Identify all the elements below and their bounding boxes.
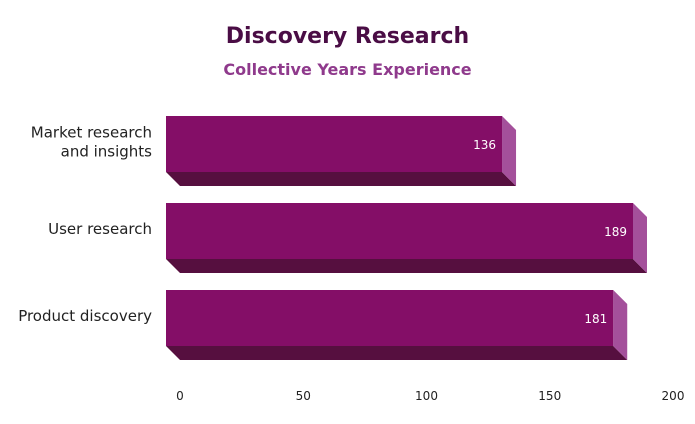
x-axis-ticks: 0 50 100 150 200: [176, 389, 684, 403]
category-label-line: and insights: [61, 143, 153, 161]
x-tick-label-1: 0: [176, 389, 184, 403]
category-label-1: Market research and insights: [31, 124, 152, 161]
bar-bottom-face: [166, 172, 517, 186]
x-tick-label-3: 100: [415, 389, 438, 403]
bar-side-face: [502, 116, 517, 186]
data-label-3: 181: [584, 312, 607, 326]
bar-front-face: [166, 203, 633, 259]
bars-layer: 136 189 181: [166, 116, 647, 360]
chart-subtitle: Collective Years Experience: [223, 60, 471, 79]
bar-front-face: [166, 290, 614, 346]
data-label-2: 189: [604, 225, 627, 239]
bar-bottom-face: [166, 346, 628, 360]
category-label-3: Product discovery: [18, 307, 152, 325]
x-tick-label-4: 150: [538, 389, 561, 403]
x-tick-label-2: 50: [296, 389, 311, 403]
category-labels: Market research and insights User research…: [18, 124, 152, 326]
category-label-line: Product discovery: [18, 307, 152, 325]
category-label-line: User research: [48, 220, 152, 238]
x-tick-label-5: 200: [662, 389, 685, 403]
category-label-line: Market research: [31, 124, 152, 142]
bar-front-face: [166, 116, 503, 172]
category-label-2: User research: [48, 220, 152, 238]
bar-2: 189: [166, 203, 647, 273]
bar-bottom-face: [166, 259, 647, 273]
chart-title: Discovery Research: [226, 24, 469, 49]
bar-3: 181: [166, 290, 628, 360]
bar-side-face: [633, 203, 647, 273]
bar-side-face: [613, 290, 628, 360]
data-label-1: 136: [473, 138, 496, 152]
bar-1: 136: [166, 116, 517, 186]
